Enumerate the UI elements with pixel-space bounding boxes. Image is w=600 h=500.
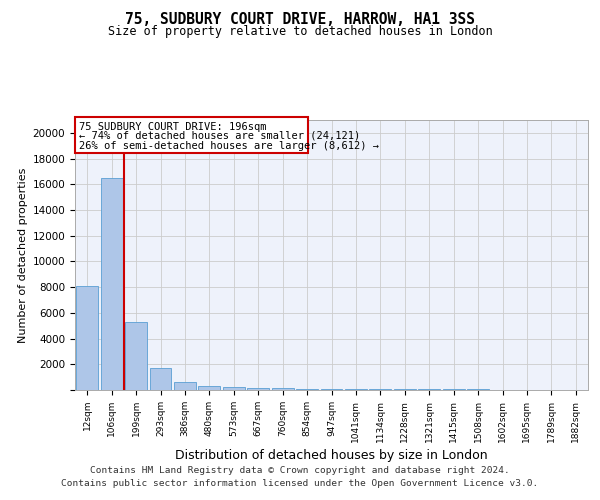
Bar bbox=[101, 178, 122, 390]
Text: Size of property relative to detached houses in London: Size of property relative to detached ho… bbox=[107, 25, 493, 38]
Text: Contains HM Land Registry data © Crown copyright and database right 2024.
Contai: Contains HM Land Registry data © Crown c… bbox=[61, 466, 539, 487]
Bar bbox=[394, 389, 416, 390]
Text: ← 74% of detached houses are smaller (24,121): ← 74% of detached houses are smaller (24… bbox=[79, 131, 361, 141]
Bar bbox=[296, 388, 318, 390]
X-axis label: Distribution of detached houses by size in London: Distribution of detached houses by size … bbox=[175, 449, 488, 462]
Bar bbox=[125, 322, 147, 390]
Bar bbox=[76, 286, 98, 390]
Text: 75 SUDBURY COURT DRIVE: 196sqm: 75 SUDBURY COURT DRIVE: 196sqm bbox=[79, 122, 266, 132]
FancyBboxPatch shape bbox=[76, 118, 308, 154]
Bar bbox=[370, 389, 391, 390]
Bar bbox=[247, 388, 269, 390]
Bar bbox=[345, 389, 367, 390]
Text: 26% of semi-detached houses are larger (8,612) →: 26% of semi-detached houses are larger (… bbox=[79, 141, 379, 151]
Bar bbox=[223, 387, 245, 390]
Bar bbox=[272, 388, 293, 390]
Bar bbox=[320, 389, 343, 390]
Bar bbox=[199, 386, 220, 390]
Y-axis label: Number of detached properties: Number of detached properties bbox=[19, 168, 28, 342]
Text: 75, SUDBURY COURT DRIVE, HARROW, HA1 3SS: 75, SUDBURY COURT DRIVE, HARROW, HA1 3SS bbox=[125, 12, 475, 28]
Bar bbox=[174, 382, 196, 390]
Bar bbox=[149, 368, 172, 390]
